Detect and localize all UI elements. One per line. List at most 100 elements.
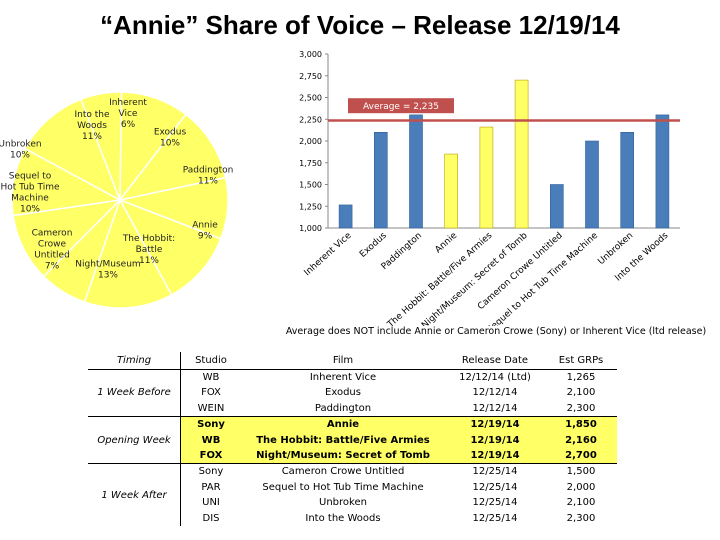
table-row: UNI Unbroken 12/25/14 2,100	[88, 495, 617, 510]
pie-slice-label: Paddington 11%	[183, 166, 234, 187]
header-film: Film	[241, 352, 445, 370]
y-tick-label: 2,750	[299, 72, 322, 81]
pie-slice-label: Annie 9%	[192, 221, 218, 242]
film-cell: Unbroken	[319, 497, 367, 509]
header-timing: Timing	[88, 352, 181, 370]
pie-slice-pct: 11%	[198, 177, 218, 187]
y-tick-label: 3,000	[299, 50, 322, 59]
header-est-grps: Est GRPs	[545, 352, 617, 370]
pie-slice	[83, 198, 173, 309]
release-date-cell: 12/12/14	[445, 400, 545, 418]
release-date-cell: 12/19/14	[445, 448, 545, 465]
est-grps-cell: 2,100	[566, 387, 596, 399]
pie-slice-pct: 10%	[20, 205, 40, 215]
pie-slice-pct: 11%	[82, 132, 102, 142]
table-row: FOX Exodus 12/12/14 2,100	[88, 385, 617, 400]
header-release-date: Release Date	[445, 352, 545, 370]
release-schedule-table: Timing Studio Film Release Date Est GRPs…	[88, 352, 617, 527]
timing-cell: 1 Week Before	[88, 369, 181, 418]
studio-cell: DIS	[202, 512, 220, 524]
studio-cell: Sony	[180, 416, 241, 433]
pie-slice-pct: 11%	[139, 256, 159, 266]
release-date-cell: 12/19/14	[445, 416, 545, 433]
film-cell: Night/Museum: Secret of Tomb	[241, 448, 445, 465]
est-grps-cell: 2,100	[566, 497, 596, 509]
est-grps-cell: 2,000	[566, 481, 596, 493]
pie-slice-label: Exodus 10%	[154, 128, 187, 149]
bar	[655, 114, 670, 229]
pie-slice-pct: 7%	[45, 262, 60, 272]
pie-slice-pct: 9%	[198, 232, 213, 242]
x-category-label: Inherent Vice	[303, 230, 354, 278]
timing-cell: 1 Week After	[88, 463, 181, 527]
pie-slice-pct: 6%	[121, 120, 136, 130]
studio-cell: PAR	[201, 481, 221, 493]
x-category-label: Exodus	[358, 231, 389, 260]
y-tick-label: 2,000	[299, 137, 322, 146]
pie-slice-pct: 10%	[10, 151, 30, 161]
y-tick-label: 1,750	[299, 159, 322, 168]
est-grps-cell: 2,160	[545, 432, 617, 449]
studio-cell: WB	[180, 432, 241, 449]
share-of-voice-pie-chart: Annie 9% The Hobbit: Battle 11%Night/Museum 1…	[0, 91, 234, 309]
y-tick-label: 2,500	[299, 94, 322, 103]
pie-slice-pct: 10%	[160, 139, 180, 149]
release-date-cell: 12/12/14 (Ltd)	[459, 372, 531, 383]
pie-slice-label: Unbroken 10%	[0, 140, 42, 161]
y-tick-label: 2,250	[299, 115, 322, 124]
pie-slice	[23, 98, 122, 202]
pie-slice-label: Cameron Crowe Untitled 7%	[32, 229, 73, 272]
film-cell: Inherent Vice	[309, 372, 377, 383]
pie-slice-pct: 13%	[98, 271, 118, 281]
studio-cell: FOX	[180, 448, 241, 465]
average-label-box	[348, 98, 454, 114]
studio-cell: FOX	[201, 387, 221, 399]
film-cell: Cameron Crowe Untitled	[281, 466, 405, 478]
film-cell: Sequel to Hot Tub Time Machine	[262, 481, 424, 493]
studio-cell: UNI	[202, 497, 220, 509]
studio-cell: Sony	[198, 466, 224, 478]
est-grps-cell: 1,850	[545, 416, 617, 433]
release-date-cell: 12/25/14	[472, 512, 518, 524]
release-date-cell: 12/19/14	[445, 432, 545, 449]
grps-bar-chart: 1,000 1,250 1,500 1,750 2,000 2,250 2,500 2,750…	[299, 50, 680, 326]
pie-slice	[118, 198, 222, 296]
x-category-label: Annie	[433, 230, 459, 255]
table-row: 1 Week Before WB Inherent Vice 12/12/14 (Lt…	[88, 369, 617, 418]
pie-slice-label: Into the Woods 11%	[74, 110, 109, 142]
bar	[409, 114, 423, 229]
table-row: WB The Hobbit: Battle/Five Armies 12/19/14…	[88, 432, 617, 449]
table-row: Opening Week Sony Annie 12/19/14 1,850	[88, 416, 617, 465]
pie-slice	[118, 113, 227, 202]
film-cell: The Hobbit: Battle/Five Armies	[241, 432, 445, 449]
y-tick-label: 1,500	[299, 181, 322, 190]
timing-cell: Opening Week	[88, 416, 181, 465]
bar	[514, 79, 529, 229]
bar	[374, 132, 388, 229]
y-tick-label: 1,250	[299, 202, 322, 211]
est-grps-cell: 1,500	[566, 466, 596, 478]
table-row: DIS Into the Woods 12/25/14 2,300	[88, 511, 617, 526]
table-row: PAR Sequel to Hot Tub Time Machine 12/25/1…	[88, 480, 617, 495]
release-date-cell: 12/25/14	[472, 481, 518, 493]
studio-cell: WB	[202, 372, 220, 383]
pie-slice-label: The Hobbit: Battle 11%	[122, 234, 175, 266]
release-date-cell: 12/25/14	[472, 497, 518, 509]
pie-slice-label: Sequel to Hot Tub Time Machine 10%	[0, 172, 60, 215]
est-grps-cell: 1,265	[566, 372, 596, 383]
bar	[479, 126, 494, 229]
bar	[444, 153, 458, 229]
film-cell: Paddington	[241, 400, 445, 418]
y-tick-label: 1,000	[299, 224, 322, 233]
table-row: 1 Week After Sony Cameron Crowe Untitled 12…	[88, 463, 617, 527]
pie-slice-label: Inherent Vice 6%	[109, 98, 147, 130]
studio-cell: WEIN	[180, 400, 241, 418]
est-grps-cell: 2,300	[545, 400, 617, 418]
est-grps-cell: 2,300	[566, 512, 596, 524]
bar	[620, 132, 635, 229]
film-cell: Annie	[241, 416, 445, 433]
bar	[585, 140, 599, 229]
est-grps-cell: 2,700	[545, 448, 617, 465]
average-label: Average = 2,235	[363, 102, 439, 112]
pie-slice-label: Night/Museum 13%	[75, 260, 140, 281]
